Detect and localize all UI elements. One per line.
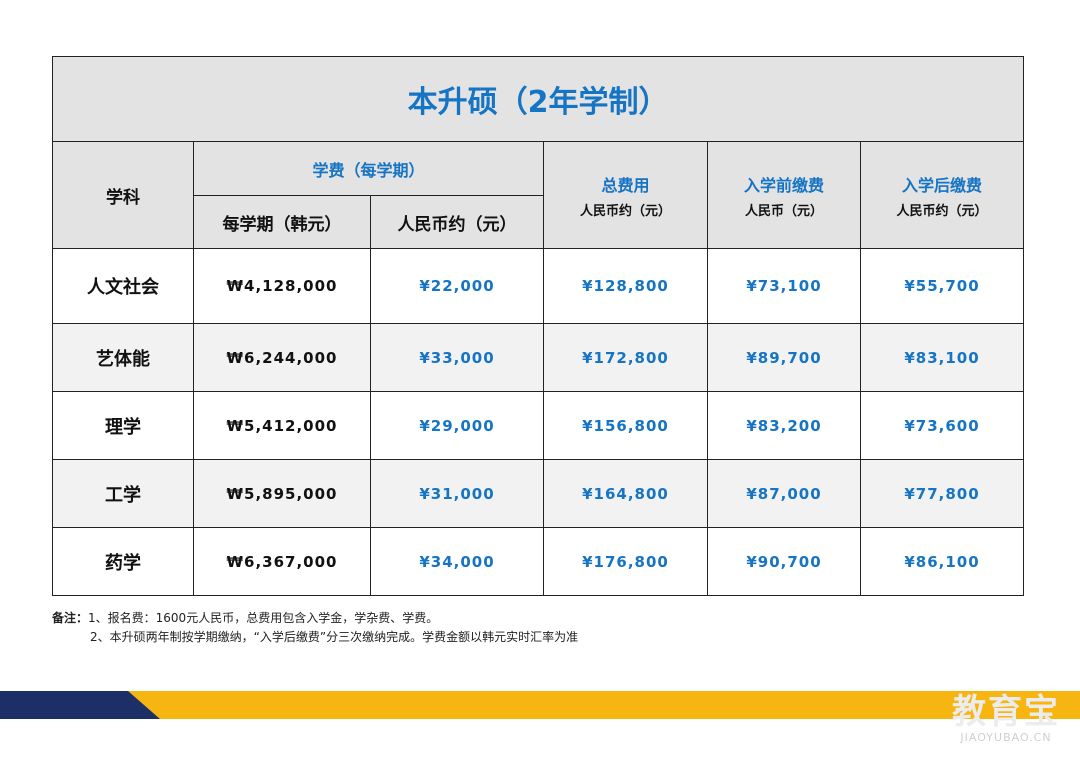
row-total: ¥176,800 [543,527,708,596]
table-title: 本升硕（2年学制） [51,56,1025,142]
header-before-label: 入学前缴费 [743,175,824,195]
row-krw: ₩5,895,000 [193,459,371,528]
row-total: ¥164,800 [543,459,708,528]
table-row: 理学 ₩5,412,000 ¥29,000 ¥156,800 ¥83,200 ¥… [52,391,1025,460]
logo-sub: JIAOYUBAO.CN [960,731,1052,744]
row-after: ¥73,600 [859,391,1025,460]
table-row: 人文社会 ₩4,128,000 ¥22,000 ¥128,800 ¥73,100… [52,248,1025,324]
notes-label: 备注： [52,611,89,625]
footer-band [0,691,1080,719]
row-before: ¥73,100 [707,248,861,324]
row-cny: ¥33,000 [370,323,544,392]
row-cny: ¥34,000 [370,527,544,596]
header-tuition-cny: 人民币约（元） [370,195,544,249]
row-cny: ¥22,000 [370,248,544,324]
tuition-table: 本升硕（2年学制） 学科 学费（每学期） 总费用 人民币约（元） 入学前缴费 人… [51,56,1025,596]
row-total: ¥128,800 [543,248,708,324]
header-tuition-krw: 每学期（韩元） [193,195,371,249]
header-total-label: 总费用 [601,175,650,195]
row-total: ¥156,800 [543,391,708,460]
note-line-2: 2、本升硕两年制按学期缴纳，“入学后缴费”分三次缴纳完成。学费金额以韩元实时汇率… [90,630,579,644]
watermark-logo: 教育宝 JIAOYUBAO.CN [946,684,1066,744]
row-krw: ₩5,412,000 [193,391,371,460]
row-after: ¥55,700 [859,248,1025,324]
logo-text: 教育宝 [952,692,1060,732]
row-after: ¥83,100 [859,323,1025,392]
row-krw: ₩6,367,000 [193,527,371,596]
table-row: 艺体能 ₩6,244,000 ¥33,000 ¥172,800 ¥89,700 … [52,323,1025,392]
row-subject: 艺体能 [52,323,194,392]
row-subject: 人文社会 [52,248,194,324]
header-after-unit: 人民币约（元） [896,203,988,219]
row-subject: 工学 [52,459,194,528]
row-cny: ¥29,000 [370,391,544,460]
row-total: ¥172,800 [543,323,708,392]
table-row: 工学 ₩5,895,000 ¥31,000 ¥164,800 ¥87,000 ¥… [52,459,1025,528]
note-line-1: 备注：1、报名费：1600元人民币，总费用包含入学金，学杂费、学费。 [52,609,578,628]
header-tuition-group: 学费（每学期） [193,141,544,196]
row-subject: 理学 [52,391,194,460]
row-after: ¥86,100 [859,527,1025,596]
note-1-text: 1、报名费：1600元人民币，总费用包含入学金，学杂费、学费。 [88,611,439,625]
header-total: 总费用 人民币约（元） [543,141,708,249]
footer-band-yellow [128,691,1080,719]
row-before: ¥83,200 [707,391,861,460]
row-after: ¥77,800 [859,459,1025,528]
header-subject: 学科 [52,141,194,249]
row-cny: ¥31,000 [370,459,544,528]
row-before: ¥90,700 [707,527,861,596]
row-before: ¥87,000 [707,459,861,528]
table-row: 药学 ₩6,367,000 ¥34,000 ¥176,800 ¥90,700 ¥… [52,527,1025,596]
notes: 备注：1、报名费：1600元人民币，总费用包含入学金，学杂费、学费。 2、本升硕… [52,609,578,647]
row-krw: ₩6,244,000 [193,323,371,392]
header-after-label: 入学后缴费 [902,175,983,195]
header-before-unit: 人民币（元） [744,203,823,219]
row-subject: 药学 [52,527,194,596]
header-after: 入学后缴费 人民币约（元） [859,141,1025,249]
row-before: ¥89,700 [707,323,861,392]
row-krw: ₩4,128,000 [193,248,371,324]
header-before: 入学前缴费 人民币（元） [707,141,861,249]
header-total-unit: 人民币约（元） [579,203,671,219]
